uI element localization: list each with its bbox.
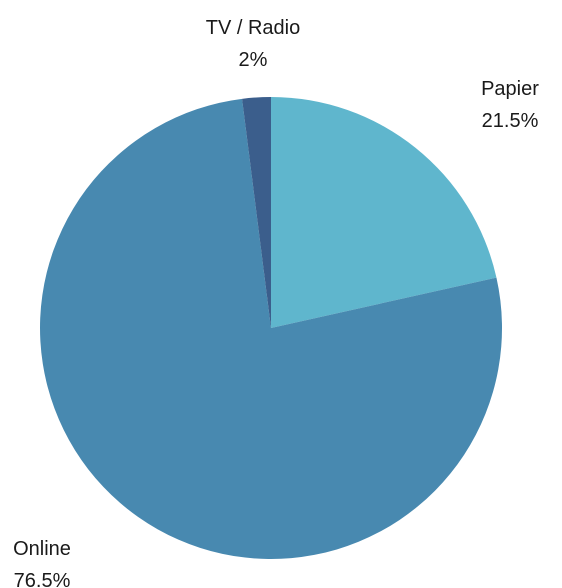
slice-value-online: 76.5%: [14, 570, 71, 588]
slice-value-tv-radio: 2%: [239, 49, 268, 71]
slice-online: [40, 98, 503, 559]
slice-label-papier: Papier: [481, 78, 539, 100]
slice-papier: [271, 97, 497, 328]
slice-tv-radio: [242, 97, 271, 328]
slice-value-papier: 21.5%: [482, 110, 539, 132]
slice-label-tv-radio: TV / Radio: [206, 17, 300, 39]
pie-slices: [40, 97, 503, 559]
pie-labels: Papier 21.5% Online 76.5% TV / Radio 2%: [13, 17, 539, 588]
slice-label-online: Online: [13, 538, 71, 560]
